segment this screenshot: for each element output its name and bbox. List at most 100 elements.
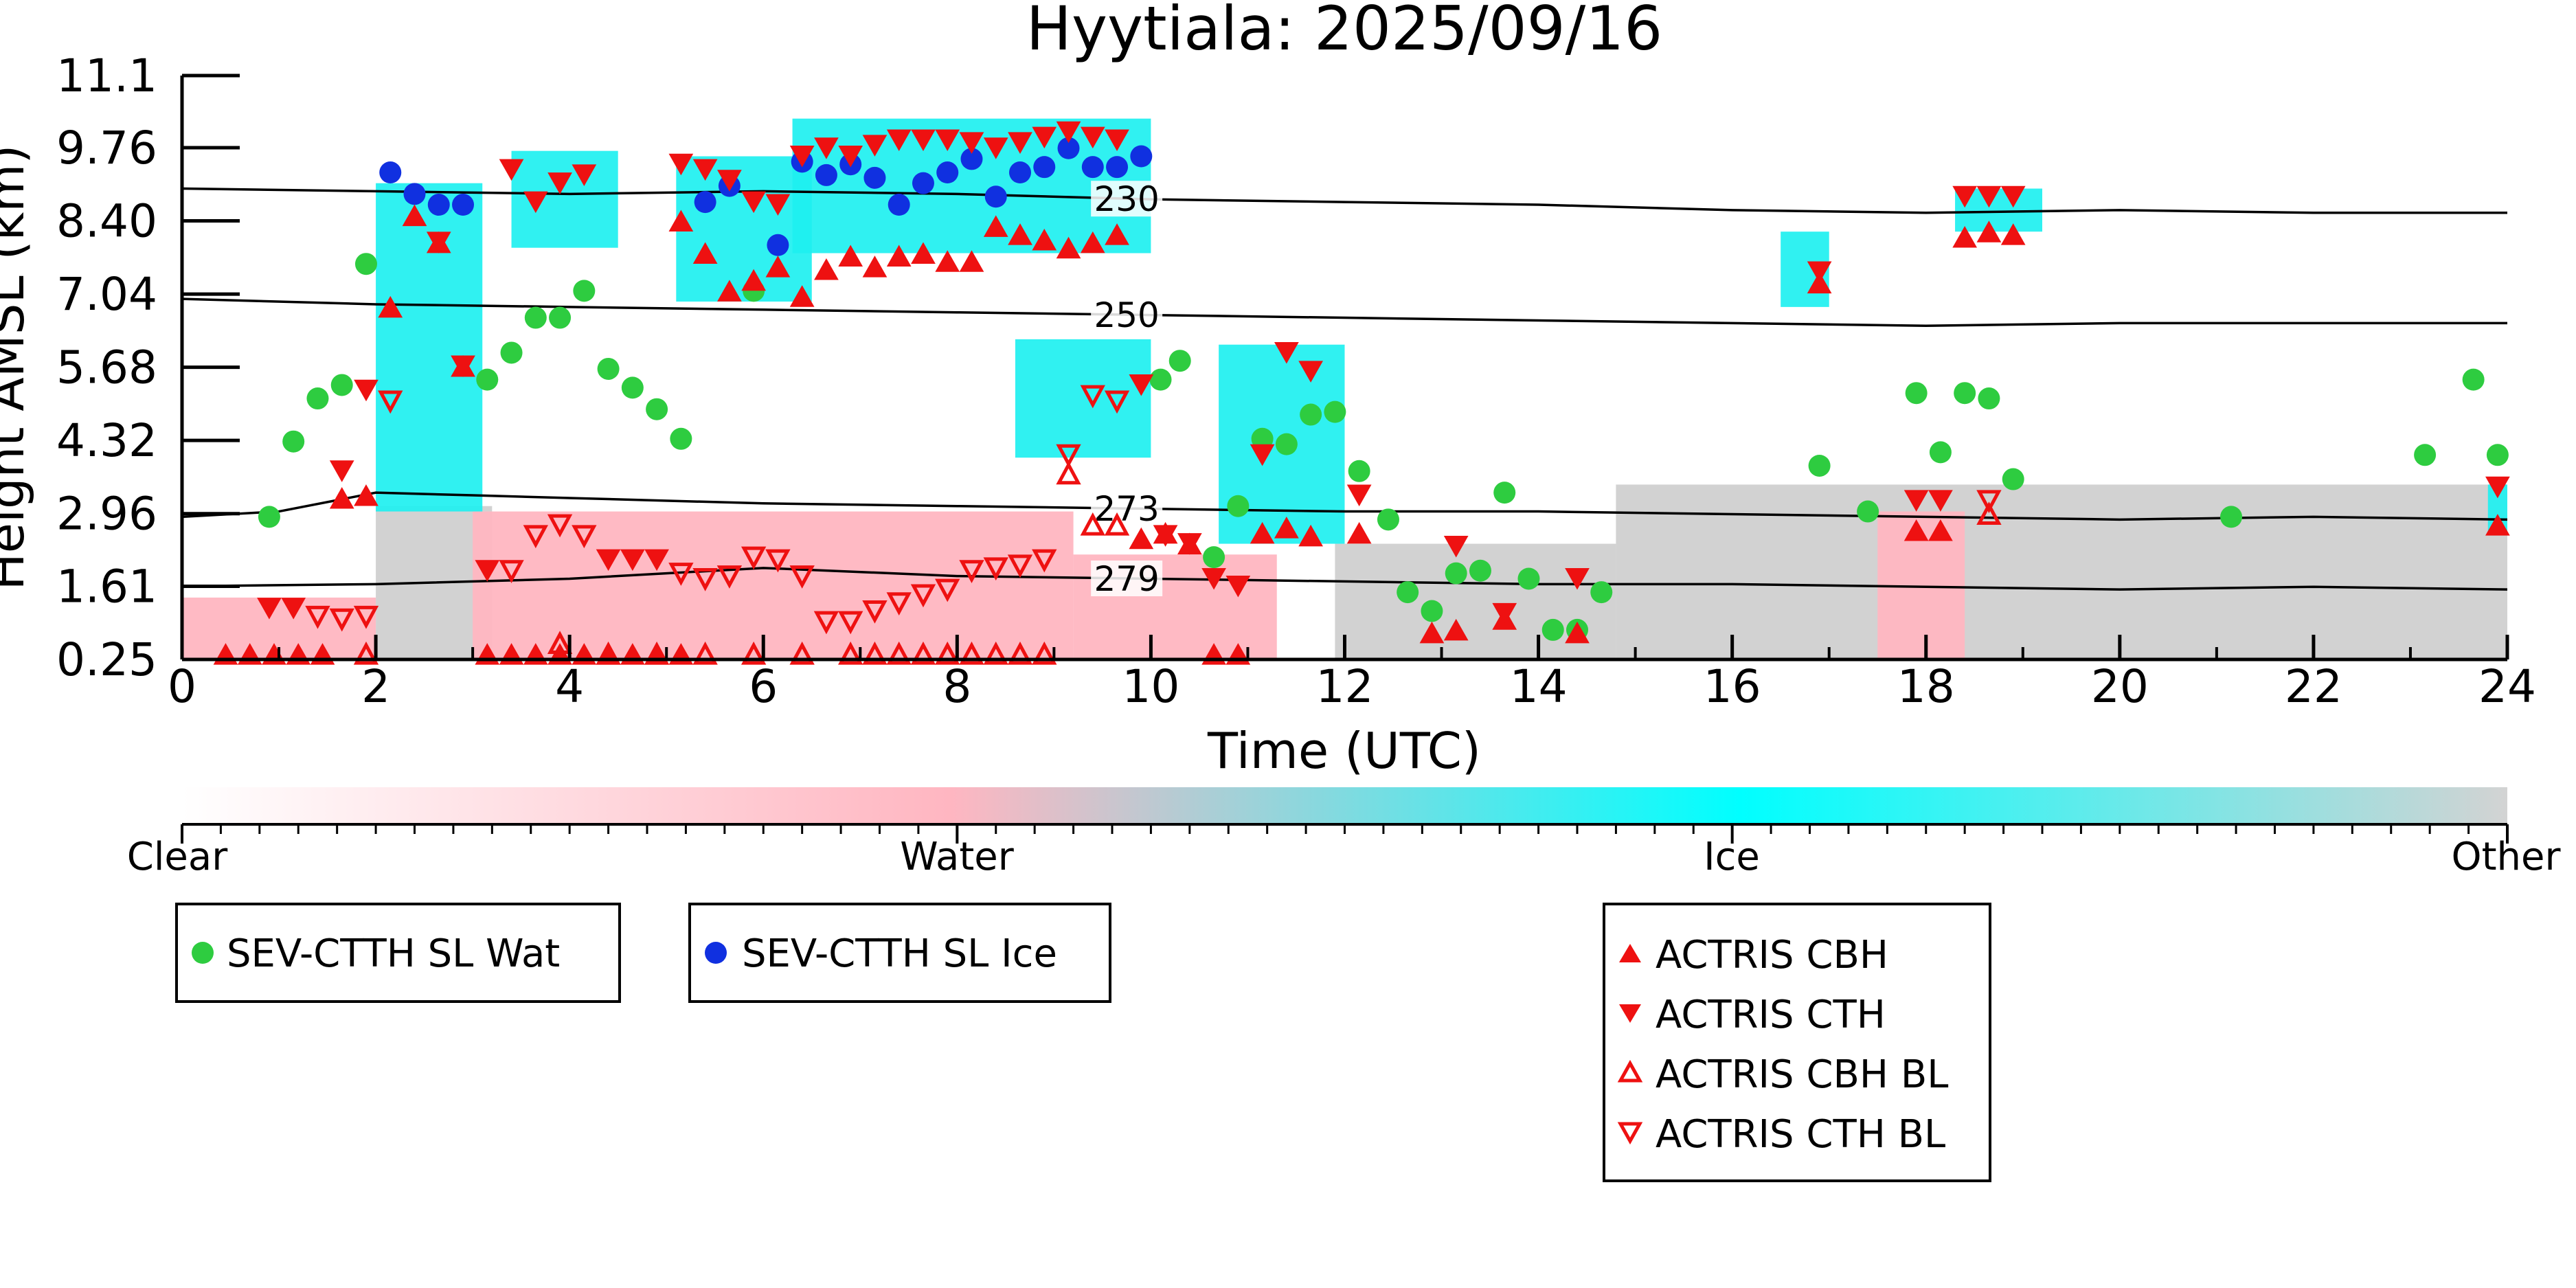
point-actris-cth-bl-14 [813,611,839,635]
point-sev-ctth-sl-wat-20 [1275,433,1298,455]
region-ice-2 [676,156,812,302]
point-actris-cth-38 [1250,444,1275,466]
contour-label-279: 279 [1094,559,1159,599]
x-tick-label-12: 12 [1316,660,1374,713]
point-sev-ctth-sl-wat-36 [1905,382,1928,405]
point-actris-cbh-53 [1903,519,1929,541]
point-sev-ctth-sl-ice-18 [1057,137,1080,159]
point-actris-cbh-27 [838,245,863,267]
point-actris-cth-bl-1 [329,608,354,632]
point-sev-ctth-sl-wat-2 [306,387,329,410]
region-other-2 [1616,484,2507,659]
region-ice-1 [511,150,618,248]
contour-label-273: 273 [1094,489,1159,529]
point-actris-cth-39 [1274,341,1299,364]
point-actris-cbh-20 [668,210,694,232]
point-actris-cbh-23 [741,269,767,291]
point-sev-ctth-sl-wat-13 [670,427,692,450]
temperature-contours: 230 250 273 279 [182,179,2507,599]
point-actris-cbh-57 [2000,223,2026,245]
point-actris-cbh-26 [814,258,839,280]
point-sev-ctth-sl-ice-1 [403,183,426,205]
legend-label-actris-cth: ACTRIS CTH [1656,993,1886,1037]
point-actris-cbh-48 [1419,621,1445,644]
point-actris-cth-26 [959,132,984,154]
point-actris-cbh-38 [1105,223,1129,245]
point-actris-cbh-25 [789,285,815,307]
point-actris-cbh-45 [1274,517,1299,539]
x-tick-label-0: 0 [168,660,196,713]
point-sev-ctth-sl-wat-25 [1397,581,1419,604]
point-sev-ctth-sl-wat-4 [354,253,377,275]
point-actris-cth-bl-16 [862,600,888,624]
legend-label-actris-cth-bl: ACTRIS CTH BL [1656,1112,1945,1157]
point-actris-cbh-58 [2485,514,2510,536]
point-actris-cth-3 [354,379,379,402]
point-actris-cth-40 [1298,361,1323,383]
point-actris-cth-25 [935,129,960,152]
point-actris-cbh-35 [1032,228,1057,251]
point-actris-cth-28 [1008,132,1032,154]
point-sev-ctth-sl-wat-3 [330,374,353,396]
point-actris-cth-29 [1032,126,1057,149]
point-sev-ctth-sl-wat-0 [258,506,280,528]
data-markers [213,121,2510,665]
point-actris-cbh-bl-1 [547,631,573,654]
point-sev-ctth-sl-wat-12 [646,398,668,420]
y-tick-label-0: 0.25 [56,633,157,686]
point-actris-cth-42 [1443,535,1469,558]
point-actris-cth-21 [838,146,863,168]
point-actris-cth-48 [1952,185,1978,208]
point-actris-cbh-8 [402,204,427,227]
point-actris-cbh-21 [692,242,718,264]
point-actris-cth-bl-8 [668,563,694,586]
point-actris-cbh-51 [1565,621,1590,644]
point-actris-cth-bl-18 [910,584,936,608]
point-actris-cbh-46 [1298,524,1323,547]
point-sev-ctth-sl-wat-11 [621,376,644,399]
contour-label-bg-230 [1091,181,1163,217]
point-actris-cbh-bl-8 [862,641,888,665]
point-actris-cth-bl-25 [1080,385,1105,409]
point-actris-cbh-bl-3 [644,641,670,665]
point-actris-cbh-49 [1443,618,1469,641]
point-actris-cbh-33 [983,215,1008,237]
x-tick-label-18: 18 [1897,660,1955,713]
point-sev-ctth-sl-ice-14 [960,148,983,170]
point-actris-cth-13 [644,549,669,572]
point-sev-ctth-sl-ice-8 [815,163,837,186]
point-actris-cth-bl-6 [547,514,573,538]
point-actris-cth-46 [1903,490,1929,512]
point-sev-ctth-sl-ice-13 [936,161,959,184]
x-tick-label-24: 24 [2478,660,2536,713]
point-actris-cbh-30 [911,242,936,264]
point-actris-cth-bl-27 [1976,490,2002,514]
point-sev-ctth-sl-wat-16 [1168,350,1191,372]
point-actris-cbh-bl-17 [1080,512,1105,536]
point-actris-cbh-37 [1080,231,1105,253]
y-tick-label-5: 7.04 [56,268,157,321]
x-tick-label-14: 14 [1510,660,1568,713]
point-sev-ctth-sl-wat-23 [1348,460,1370,482]
point-sev-ctth-sl-wat-22 [1324,400,1346,423]
point-actris-cth-bl-17 [886,592,912,616]
point-actris-cth-11 [596,549,621,572]
point-actris-cth-bl-10 [716,565,743,589]
point-actris-cth-bl-11 [741,546,767,570]
point-actris-cth-34 [1153,525,1178,547]
point-actris-cth-bl-22 [1007,554,1033,578]
point-actris-cth-15 [692,159,718,181]
region-ice-0 [376,183,483,512]
point-actris-cbh-44 [1250,521,1275,544]
point-actris-cbh-34 [1008,223,1032,245]
point-actris-cbh-5 [329,486,354,509]
point-actris-cbh-bl-15 [1032,641,1057,665]
point-actris-cth-31 [1080,126,1105,149]
x-tick-label-6: 6 [749,660,778,713]
contour-label-bg-250 [1091,297,1163,333]
x-tick-label-8: 8 [942,660,971,713]
point-sev-ctth-sl-wat-31 [1541,618,1564,641]
point-actris-cth-37 [1225,575,1251,598]
point-actris-cth-51 [2485,476,2510,499]
point-actris-cbh-bl-0 [353,641,379,665]
